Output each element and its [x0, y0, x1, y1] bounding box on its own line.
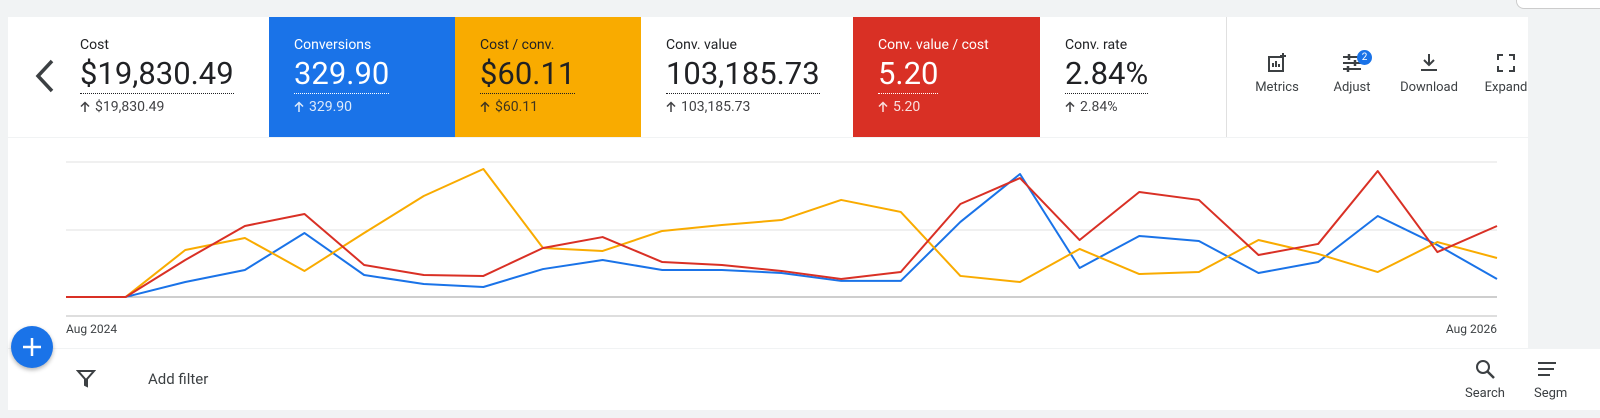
up-arrow: [480, 101, 490, 112]
tool-icon: [1421, 54, 1437, 71]
scorecard[interactable]: Cost / conv. $60.11 $60.11: [455, 17, 641, 137]
card-value-wrap: $60.11: [480, 53, 641, 94]
tool-icon: [1497, 54, 1515, 72]
toolbar-button[interactable]: Download: [1389, 52, 1469, 95]
chart: Aug 2024 Aug 2026: [66, 161, 1498, 336]
toolbar-button[interactable]: Metrics: [1237, 52, 1317, 95]
card-delta-value: 329.90: [309, 99, 353, 115]
badge: 2: [1357, 50, 1372, 65]
tool-icon: [1476, 360, 1495, 379]
card-value-wrap: 2.84%: [1065, 53, 1226, 94]
tool-label: Segm: [1534, 386, 1568, 401]
card-label: Conv. value: [666, 37, 737, 53]
x-tick-label: Aug 2026: [1446, 322, 1497, 336]
card-delta-value: $19,830.49: [95, 99, 165, 115]
card-delta: 2.84%: [1065, 98, 1226, 116]
filter-bar: [8, 349, 1600, 410]
card-delta-value: 103,185.73: [681, 99, 751, 115]
card-value-wrap: $19,830.49: [80, 53, 269, 94]
tool-icon: [1343, 54, 1361, 72]
card-label: Cost: [80, 37, 109, 53]
line-series: [66, 173, 1498, 298]
card-label: Cost / conv.: [480, 37, 555, 53]
card-value: 2.84%: [1065, 55, 1149, 94]
line-series: [66, 168, 1498, 298]
tool-label: Expand: [1484, 80, 1528, 95]
tool-label: Metrics: [1255, 80, 1299, 95]
card-delta: 5.20: [878, 98, 1040, 116]
add-button[interactable]: [11, 326, 53, 368]
card-value: 329.90: [294, 55, 390, 94]
card-value: $60.11: [480, 55, 576, 94]
card-delta-value: 2.84%: [1080, 99, 1118, 115]
card-label: Conv. value / cost: [878, 37, 989, 53]
divider: [1226, 17, 1227, 137]
corner-tab: [1516, 0, 1600, 9]
card-delta-value: $60.11: [495, 99, 539, 115]
tool-label: Search: [1465, 386, 1505, 401]
x-tick-label: Aug 2024: [66, 322, 117, 336]
tool-icon: [1268, 53, 1286, 72]
card-delta: 103,185.73: [666, 98, 853, 116]
card-delta: $19,830.49: [80, 98, 269, 116]
card-value: 103,185.73: [666, 55, 820, 94]
up-arrow: [1065, 101, 1075, 112]
filter-icon[interactable]: [76, 368, 96, 388]
tool-icon: [1538, 362, 1556, 376]
toolbar-button[interactable]: Segm: [1520, 358, 1586, 401]
scorecard[interactable]: Conv. value / cost 5.20 5.20: [853, 17, 1040, 137]
scorecard[interactable]: Conv. value 103,185.73 103,185.73: [641, 17, 853, 137]
tool-label: Adjust: [1333, 80, 1371, 95]
add-filter[interactable]: Add filter: [148, 370, 209, 388]
card-value: 5.20: [878, 55, 939, 94]
up-arrow: [666, 101, 676, 112]
card-label: Conversions: [294, 37, 372, 53]
tool-label: Download: [1400, 80, 1458, 95]
up-arrow: [878, 101, 888, 112]
card-delta: $60.11: [480, 98, 641, 116]
line-series: [66, 170, 1498, 298]
up-arrow: [80, 101, 90, 112]
card-value-wrap: 5.20: [878, 53, 1040, 94]
toolbar-button[interactable]: Search: [1445, 358, 1525, 401]
scorecard[interactable]: Conv. rate 2.84% 2.84%: [1040, 17, 1226, 137]
card-value-wrap: 329.90: [294, 53, 455, 94]
card-label: Conv. rate: [1065, 37, 1128, 53]
back-button[interactable]: [30, 58, 58, 94]
toolbar-button[interactable]: Expand: [1466, 52, 1546, 95]
card-value: $19,830.49: [80, 55, 234, 94]
scorecard[interactable]: Cost $19,830.49 $19,830.49: [55, 17, 269, 137]
card-delta-value: 5.20: [893, 99, 921, 115]
up-arrow: [294, 101, 304, 112]
card-delta: 329.90: [294, 98, 455, 116]
scorecard[interactable]: Conversions 329.90 329.90: [269, 17, 455, 137]
toolbar-button[interactable]: Adjust 2: [1312, 50, 1392, 95]
card-value-wrap: 103,185.73: [666, 53, 853, 94]
